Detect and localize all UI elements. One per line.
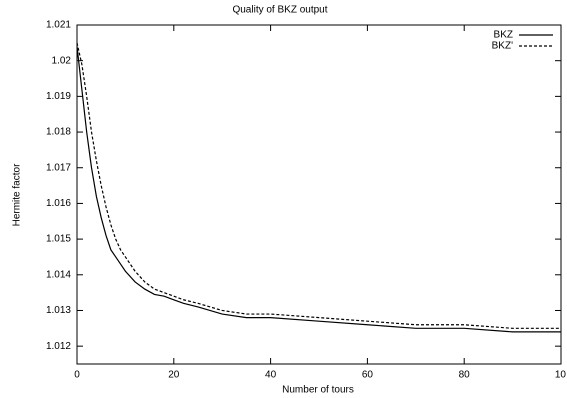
y-tick-label: 1.016	[46, 198, 71, 209]
x-tick-label: 20	[168, 370, 180, 381]
y-tick-label: 1.021	[46, 20, 71, 31]
y-tick-label: 1.017	[46, 162, 71, 173]
legend-label: BKZ'	[492, 41, 513, 52]
x-tick-label: 60	[362, 370, 374, 381]
y-tick-label: 1.018	[46, 127, 71, 138]
x-tick-label: 80	[459, 370, 471, 381]
y-axis-label: Hermite factor	[12, 163, 23, 226]
y-tick-label: 1.015	[46, 234, 71, 245]
y-tick-label: 1.012	[46, 341, 71, 352]
data-line	[76, 46, 561, 333]
legend-label: BKZ	[494, 30, 513, 41]
y-tick-label: 1.019	[46, 91, 71, 102]
plot-frame	[76, 24, 562, 365]
chart-title: Quality of BKZ output	[232, 5, 327, 16]
y-tick-label: 1.013	[46, 305, 71, 316]
data-line	[76, 42, 561, 329]
y-tick-label: 1.02	[52, 55, 72, 66]
y-tick-label: 1.014	[46, 269, 71, 280]
x-tick-label: 10	[555, 370, 567, 381]
x-tick-label: 0	[74, 370, 80, 381]
x-tick-label: 40	[265, 370, 277, 381]
x-axis-label: Number of tours	[282, 385, 354, 396]
